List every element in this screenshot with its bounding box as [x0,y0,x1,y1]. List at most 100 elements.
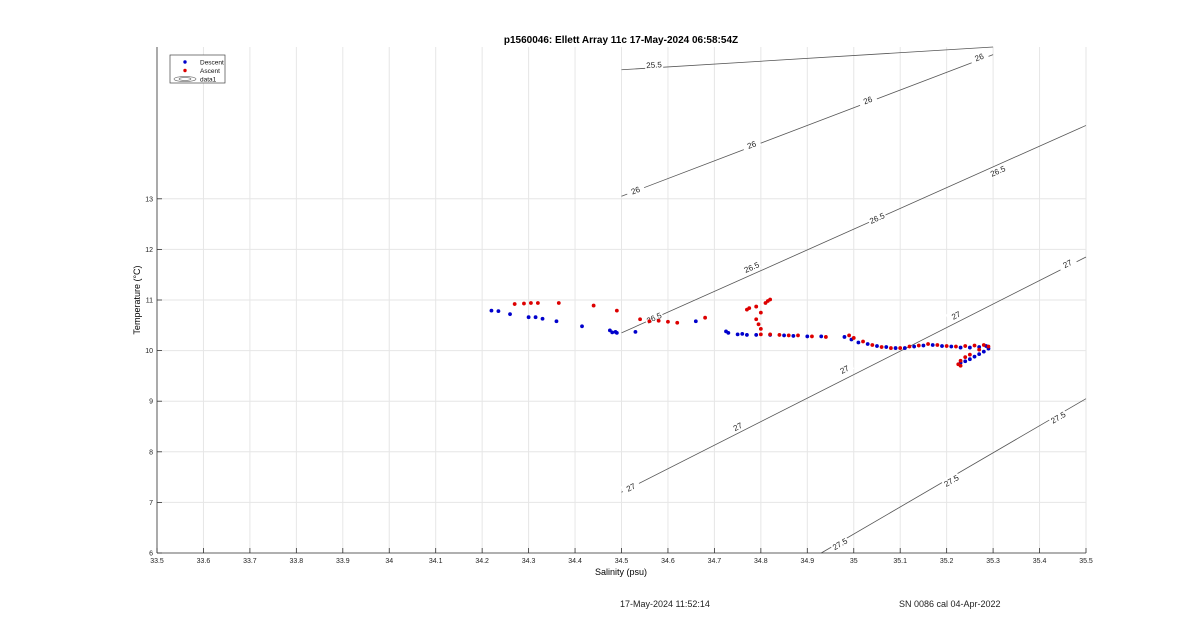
ascent-point [823,335,828,339]
ascent-point [786,333,791,338]
contour-label-bg [857,92,878,108]
descent-point [754,333,759,337]
x-tick-label: 35.4 [1033,558,1047,565]
descent-point [580,324,584,329]
x-tick-label: 34.9 [800,558,814,565]
ascent-point [889,346,893,350]
descent-point [540,316,545,321]
x-tick-label: 33.5 [150,558,164,565]
contour-line [621,46,994,71]
descent-point [893,346,898,350]
ascent-point [958,363,963,368]
descent-point [963,359,968,364]
x-tick-label: 35.2 [940,558,954,565]
ascent-point [958,358,963,363]
ascent-point [512,302,517,306]
descent-point [842,335,847,339]
contour-label-bg [987,162,1008,179]
y-tick-label: 10 [145,348,153,355]
contour-line [621,256,1087,493]
contour-label: 27 [950,309,962,321]
x-axis-label: Salinity (psu) [595,567,647,577]
footer-timestamp: 17-May-2024 11:52:14 [620,599,710,609]
y-tick-label: 12 [145,247,153,254]
contour-label-bg [866,209,887,226]
x-tick-label: 34.5 [615,558,629,565]
contour-label: 26 [862,95,874,107]
ascent-point [796,333,800,338]
descent-point [726,330,731,335]
ascent-point [916,343,921,348]
x-tick-label: 35.1 [893,558,907,565]
ascent-point [703,315,708,320]
x-tick-label: 34.4 [568,558,582,565]
contour-label: 25.5 [646,60,663,70]
x-tick-label: 34.1 [429,558,443,565]
ascent-point [967,352,972,357]
legend-marker-descent [183,60,187,64]
y-tick-label: 13 [145,196,153,203]
descent-point [875,344,879,348]
ascent-point [747,306,752,310]
y-tick-label: 6 [149,551,153,558]
ascent-point [768,332,773,337]
descent-point [805,334,810,339]
grid-lines [156,47,1087,554]
ascent-point [758,332,763,337]
legend-marker-ascent [183,68,187,73]
ascent-point [675,320,680,325]
descent-point [977,352,982,357]
ascent-point [810,334,814,339]
x-tick-label: 33.6 [197,558,211,565]
contour-label-bg [644,59,664,70]
contour-label-bg [727,417,748,435]
ascent-point [768,297,773,302]
ascent-point [851,336,856,340]
ascent-point [758,310,763,315]
ascent-point [926,342,930,346]
contour-label-bg [1047,408,1068,426]
descent-point [508,312,512,317]
descent-point [921,343,926,348]
ascent-point [754,317,759,322]
descent-point [489,308,494,313]
descent-point [614,330,619,335]
ascent-point [556,301,561,305]
descent-point [735,332,740,337]
contour-label-bg [829,535,850,552]
descent-point [693,319,698,324]
descent-point [958,345,963,350]
ascent-point [963,355,968,360]
descent-point [940,344,944,348]
legend-contour-icon-inner [178,77,192,81]
ascent-point [977,347,982,352]
descent-point [949,344,954,349]
ascent-point [535,301,540,305]
ascent-point [981,343,986,347]
descent-point [533,315,538,320]
ascent-point [758,326,763,331]
ascent-point [847,333,852,338]
ascent-point [777,333,782,337]
x-tick-label: 33.7 [243,558,257,565]
contour-label-bg [741,136,762,152]
ascent-point [963,344,968,348]
contour-label: 27 [732,421,744,433]
descent-point [856,340,861,345]
y-tick-label: 8 [149,449,153,456]
legend-contour-icon [173,76,197,82]
ascent-point [879,345,884,349]
contour-label: 26 [746,139,758,151]
descent-point [745,333,749,337]
descent-point [791,334,796,338]
descent-point [740,332,745,336]
descent-point [496,309,501,314]
descent-point [981,349,986,354]
ascent-point [647,319,652,324]
x-tick-label: 34.8 [754,558,768,565]
y-tick-label: 11 [146,298,153,305]
contour-label: 26 [974,52,986,64]
descent-point [526,315,531,320]
chart-title: p1560046: Ellett Array 11c 17-May-2024 0… [504,35,738,46]
contour-label-bg [741,258,762,275]
